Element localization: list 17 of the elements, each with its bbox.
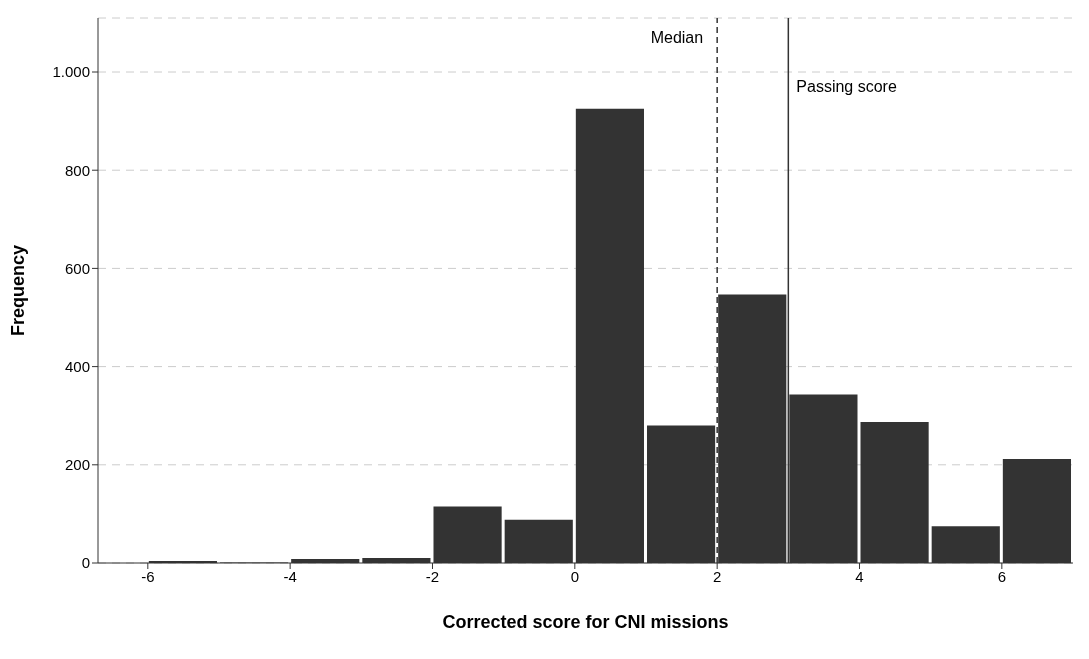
y-tick-label: 800 — [64, 161, 90, 179]
x-tick-label: -2 — [425, 567, 440, 585]
y-tick-label: 0 — [81, 554, 90, 572]
x-tick-label: 6 — [997, 567, 1006, 585]
x-axis-title: Corrected score for CNI missions — [442, 612, 729, 632]
y-axis-title: Frequency — [8, 244, 29, 337]
x-tick-label: -4 — [283, 567, 297, 585]
x-tick-label: 0 — [570, 567, 579, 585]
y-tick-label: 1.000 — [52, 63, 90, 81]
ref-line-label: Passing score — [796, 78, 897, 96]
y-tick-label: 600 — [64, 259, 90, 277]
x-tick-label: 4 — [855, 567, 864, 585]
ref-line-label: Median — [650, 29, 704, 47]
y-tick-label: 400 — [64, 357, 90, 375]
x-tick-label: 2 — [712, 567, 722, 585]
y-tick-label: 200 — [64, 456, 90, 474]
x-tick-label: -6 — [141, 567, 155, 585]
